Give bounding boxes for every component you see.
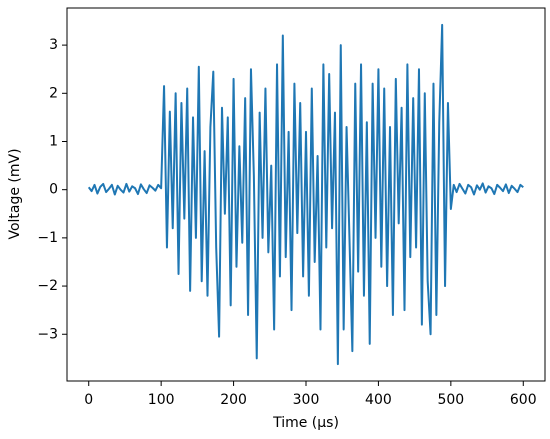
y-tick-label: −2 — [37, 278, 58, 294]
data-line — [87, 23, 524, 366]
x-tick-label: 500 — [437, 392, 464, 408]
x-tick-label: 400 — [365, 392, 392, 408]
x-axis-label: Time (µs) — [272, 415, 339, 431]
x-tick-label: 0 — [84, 392, 93, 408]
x-tick-label: 300 — [293, 392, 320, 408]
y-tick-label: −1 — [37, 230, 58, 246]
y-tick-label: 1 — [49, 133, 58, 149]
x-tick-label: 200 — [220, 392, 247, 408]
y-tick-label: −3 — [37, 326, 58, 342]
plot-frame — [66, 7, 546, 382]
y-tick-label: 0 — [49, 182, 58, 198]
x-tick-label: 600 — [510, 392, 537, 408]
x-tick-label: 100 — [148, 392, 175, 408]
y-axis-label: Voltage (mV) — [7, 148, 23, 239]
y-tick-label: 3 — [49, 37, 58, 53]
y-tick-label: 2 — [49, 85, 58, 101]
